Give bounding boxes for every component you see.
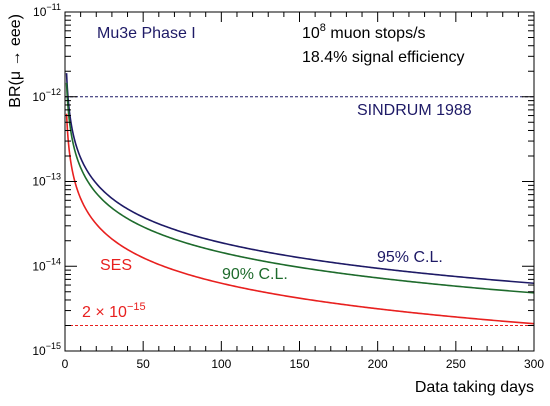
x-tick-label: 250: [446, 357, 466, 371]
y-tick-label: 10−12: [32, 87, 61, 104]
label-90-cl: 90% C.L.: [222, 266, 288, 283]
label-ses: SES: [100, 257, 132, 274]
x-tick-label: 200: [368, 357, 388, 371]
y-tick-label-exp: −13: [46, 172, 61, 182]
x-tick-label: 100: [211, 357, 231, 371]
annotation-rate: 108 muon stops/s: [302, 22, 426, 42]
x-axis: 0 50 100 150 200 250 300: [62, 12, 544, 371]
annotation-rate-base: 10: [302, 25, 320, 42]
y-tick-label-base: 10: [32, 259, 46, 273]
y-tick-label-base: 10: [32, 175, 46, 189]
y-axis-title: BR(μ → eee): [7, 14, 24, 108]
y-tick-label: 10−15: [32, 341, 61, 358]
label-limit-exp: −15: [127, 301, 146, 313]
plot-layer: [65, 73, 535, 326]
x-tick-label: 300: [524, 357, 544, 371]
y-tick-label-exp: −12: [46, 87, 61, 97]
annotation-rate-exp: 8: [320, 22, 326, 34]
y-tick-label-base: 10: [32, 90, 46, 104]
y-tick-label-base: 10: [32, 344, 46, 358]
series-line-0: [65, 73, 535, 285]
y-tick-label-base: 10: [33, 5, 47, 19]
y-tick-label-exp: −15: [46, 341, 61, 351]
series-line-2: [65, 113, 535, 325]
label-limit: 2 × 10−15: [82, 301, 146, 321]
x-tick-label: 150: [289, 357, 309, 371]
label-95-cl: 95% C.L.: [377, 249, 443, 266]
label-sindrum: SINDRUM 1988: [357, 102, 472, 119]
series-line-1: [65, 82, 535, 294]
x-tick-label: 0: [62, 357, 69, 371]
label-limit-base: 2 × 10: [82, 304, 127, 321]
x-tick-label: 50: [136, 357, 150, 371]
y-tick-label-exp: −11: [46, 2, 61, 12]
y-tick-label: 10−14: [32, 256, 61, 273]
y-tick-label: 10−13: [32, 172, 61, 189]
x-axis-title: Data taking days: [415, 379, 534, 396]
annotation-efficiency: 18.4% signal efficiency: [302, 49, 464, 66]
annotation-rate-rest: muon stops/s: [326, 25, 426, 42]
y-tick-label-exp: −14: [46, 256, 61, 266]
annotation-experiment: Mu3e Phase I: [97, 25, 196, 42]
y-tick-label: 10−11: [33, 2, 61, 19]
